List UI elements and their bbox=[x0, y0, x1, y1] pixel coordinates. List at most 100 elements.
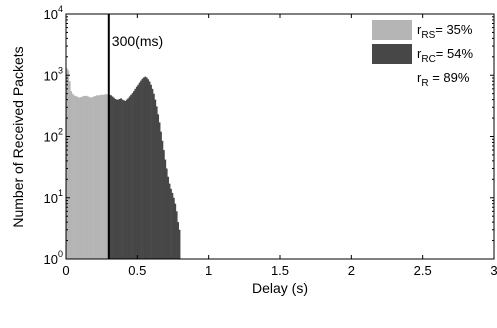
bar-rc bbox=[155, 106, 158, 259]
bar-rc bbox=[175, 211, 178, 259]
bar-rc bbox=[154, 99, 157, 259]
x-tick-label: 3 bbox=[490, 263, 497, 278]
bar-rs bbox=[105, 94, 108, 259]
legend-label: rRC= 54% bbox=[417, 46, 473, 65]
bar-rs bbox=[74, 95, 77, 259]
bar-rc bbox=[137, 84, 140, 259]
bar-rs bbox=[78, 97, 81, 259]
bar-rc bbox=[168, 183, 171, 259]
bar-rc bbox=[150, 84, 152, 259]
bar-rs bbox=[67, 70, 70, 259]
bar-rc bbox=[124, 100, 127, 260]
bar-rs bbox=[80, 97, 82, 259]
bar-rc bbox=[127, 98, 130, 259]
bar-rc bbox=[117, 99, 120, 259]
bar-rc bbox=[111, 96, 114, 260]
bar-rs bbox=[91, 97, 94, 259]
bar-rc bbox=[118, 98, 121, 260]
y-axis-title: Number of Received Packets bbox=[10, 46, 26, 227]
bar-rs bbox=[97, 95, 100, 259]
bar-rs bbox=[75, 96, 78, 260]
bar-rs bbox=[90, 97, 92, 259]
bar-rc bbox=[178, 229, 181, 259]
bar-rc bbox=[164, 159, 167, 259]
bar-rc bbox=[140, 80, 142, 259]
bar-rc bbox=[130, 94, 132, 259]
bar-rc bbox=[144, 76, 147, 259]
bar-rc bbox=[115, 99, 118, 259]
x-tick-label: 2.5 bbox=[414, 263, 432, 278]
y-tick-label: 103 bbox=[44, 65, 63, 83]
bar-rc bbox=[113, 97, 115, 259]
bar-rc bbox=[143, 77, 145, 260]
bar-rc bbox=[128, 96, 131, 260]
bar-rc bbox=[110, 95, 112, 259]
bar-rc bbox=[123, 100, 125, 259]
bar-rc bbox=[131, 93, 134, 260]
y-tick-label: 104 bbox=[44, 4, 63, 22]
legend-label: rRS= 35% bbox=[417, 22, 473, 41]
bar-rc bbox=[141, 78, 144, 259]
bar-rs bbox=[103, 94, 105, 259]
bar-rs bbox=[104, 94, 107, 259]
bar-rc bbox=[165, 168, 168, 259]
threshold-label: 300(ms) bbox=[112, 33, 163, 49]
bar-rs bbox=[84, 95, 87, 259]
bar-rs bbox=[98, 95, 101, 259]
y-tick-label: 102 bbox=[44, 127, 63, 145]
bar-rc bbox=[114, 98, 117, 260]
bar-rs bbox=[85, 95, 88, 259]
bar-rs bbox=[100, 94, 102, 259]
y-tick-labels: 100 101 102 103 104 bbox=[44, 4, 63, 267]
x-tick-label: 2 bbox=[348, 263, 355, 278]
bar-rc bbox=[125, 99, 128, 259]
bar-rc bbox=[167, 176, 170, 259]
bar-rc bbox=[134, 88, 137, 260]
bar-rc bbox=[163, 150, 165, 259]
bar-rs bbox=[68, 81, 71, 260]
bar-rc bbox=[174, 203, 177, 259]
bar-rc bbox=[121, 99, 124, 259]
bar-rs bbox=[83, 95, 85, 259]
bar-rs bbox=[66, 68, 68, 260]
bar-rc bbox=[157, 114, 160, 259]
bar-rs bbox=[73, 95, 75, 259]
bar-rs bbox=[94, 95, 97, 259]
legend-label: rR = 89% bbox=[417, 70, 470, 89]
bar-rc bbox=[133, 91, 135, 259]
bar-rs bbox=[88, 97, 91, 259]
x-tick-label: 1 bbox=[205, 263, 212, 278]
legend: rRS= 35% rRC= 54% rR = 89% bbox=[372, 20, 473, 89]
bar-rc bbox=[173, 197, 175, 259]
bar-rc bbox=[153, 93, 155, 260]
bar-rc bbox=[151, 88, 154, 260]
bar-rc bbox=[120, 98, 122, 259]
bar-rs bbox=[70, 91, 73, 259]
bar-rc bbox=[170, 188, 172, 259]
plot-frame bbox=[65, 13, 495, 260]
bar-rs bbox=[71, 93, 74, 260]
bar-rc bbox=[135, 86, 138, 259]
bar-rc bbox=[171, 192, 174, 259]
bar-rc bbox=[160, 131, 162, 259]
bar-rs bbox=[81, 96, 84, 260]
bar-rc bbox=[148, 81, 151, 259]
bar-rc bbox=[177, 222, 180, 259]
bar-rc bbox=[147, 79, 150, 260]
histogram-bars bbox=[66, 68, 181, 260]
x-tick-label: 0.5 bbox=[128, 263, 146, 278]
x-tick-labels: 0 0.5 1 1.5 2 2.5 3 bbox=[62, 263, 497, 278]
bar-rs bbox=[95, 95, 98, 259]
y-tick-label: 101 bbox=[44, 188, 63, 206]
bar-rc bbox=[158, 122, 161, 259]
x-tick-label: 1.5 bbox=[271, 263, 289, 278]
x-axis-title: Delay (s) bbox=[252, 280, 308, 296]
y-tick-label: 100 bbox=[44, 249, 63, 267]
bar-rc bbox=[138, 82, 141, 259]
bar-rc bbox=[161, 140, 164, 259]
bar-rc bbox=[145, 77, 148, 260]
legend-swatch bbox=[372, 20, 412, 40]
bar-rs bbox=[87, 96, 90, 260]
bar-rs bbox=[93, 96, 95, 260]
